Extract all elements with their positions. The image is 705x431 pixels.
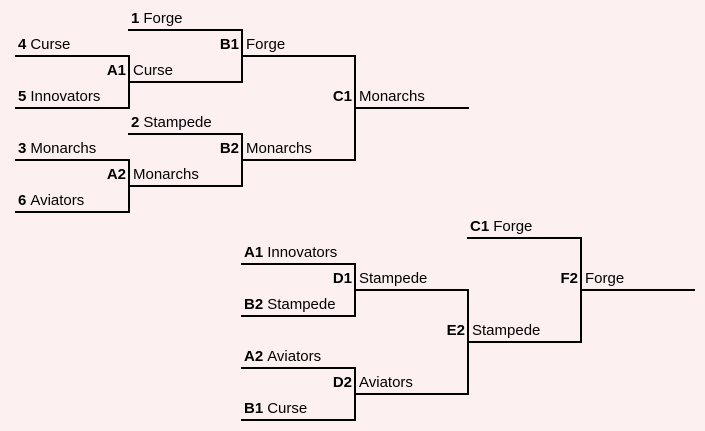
entry-team: Curse <box>267 400 308 417</box>
entry-team: Stampede <box>143 114 212 131</box>
entry-seed: A1 <box>244 244 264 261</box>
entry-team: Forge <box>143 10 183 27</box>
entry-team: Stampede <box>267 296 336 313</box>
entry-seed: B2 <box>244 296 264 313</box>
entry-c1-entry: C1 Forge <box>470 218 532 235</box>
match-code-a1: A1 <box>106 62 126 79</box>
entry-team: Aviators <box>30 192 85 209</box>
match-code-b2: B2 <box>219 140 239 157</box>
match-code-b1: B1 <box>219 36 239 53</box>
entry-seed-6: 6 Aviators <box>18 192 84 209</box>
entry-seed: B1 <box>244 400 264 417</box>
entry-team: Forge <box>493 218 533 235</box>
entry-seed-2: 2 Stampede <box>131 114 212 131</box>
match-winner-b1: Forge <box>246 36 286 53</box>
match-winner-c1: Monarchs <box>359 88 425 105</box>
match-winner-a2: Monarchs <box>133 166 199 183</box>
entry-team: Innovators <box>30 88 101 105</box>
entry-a2-loser: A2 Aviators <box>244 348 321 365</box>
entry-seed: 2 <box>131 114 140 131</box>
match-code-a2: A2 <box>106 166 126 183</box>
entry-team: Innovators <box>267 244 338 261</box>
entry-seed: 6 <box>18 192 27 209</box>
match-winner-a1: Curse <box>133 62 174 79</box>
entry-seed-4: 4 Curse <box>18 36 70 53</box>
entry-seed: 4 <box>18 36 27 53</box>
match-code-f2: F2 <box>560 270 578 287</box>
entry-seed-1: 1 Forge <box>131 10 183 27</box>
match-winner-f2: Forge <box>585 270 625 287</box>
entry-a1-loser: A1 Innovators <box>244 244 337 261</box>
entry-b2-loser: B2 Stampede <box>244 296 336 313</box>
entry-b1-loser: B1 Curse <box>244 400 307 417</box>
entry-team: Aviators <box>267 348 322 365</box>
entry-seed-5: 5 Innovators <box>18 88 100 105</box>
match-winner-d2: Aviators <box>359 374 413 391</box>
match-code-c1: C1 <box>332 88 352 105</box>
entry-seed: C1 <box>470 218 490 235</box>
match-code-d2: D2 <box>332 374 352 391</box>
entry-team: Curse <box>30 36 71 53</box>
bracket-lines <box>15 29 695 421</box>
entry-seed-3: 3 Monarchs <box>18 140 96 157</box>
entry-seed: 5 <box>18 88 27 105</box>
match-winner-e2: Stampede <box>472 322 541 339</box>
entry-seed: A2 <box>244 348 264 365</box>
entry-seed: 1 <box>131 10 140 27</box>
match-winner-d1: Stampede <box>359 270 428 287</box>
match-code-d1: D1 <box>332 270 352 287</box>
match-winner-b2: Monarchs <box>246 140 312 157</box>
entry-team: Monarchs <box>30 140 97 157</box>
match-code-e2: E2 <box>446 322 465 339</box>
entry-seed: 3 <box>18 140 27 157</box>
